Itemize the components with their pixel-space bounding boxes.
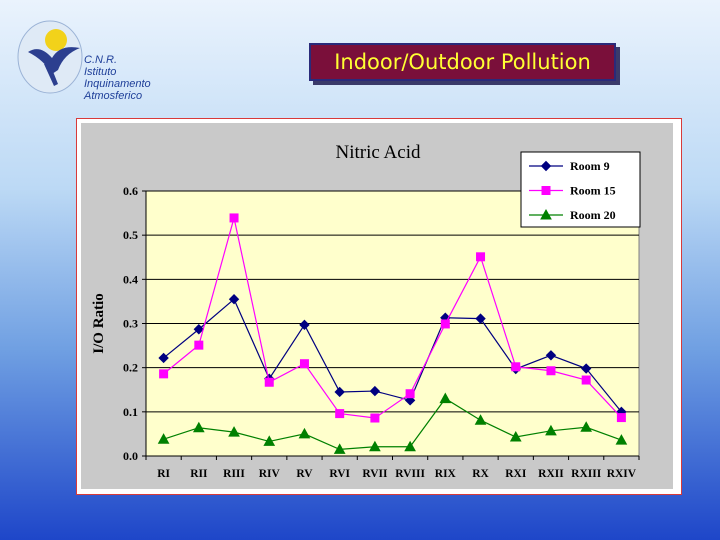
- series-room-20: [157, 392, 628, 454]
- data-point-room-20: [333, 443, 346, 454]
- x-tick-label: RVII: [362, 468, 388, 480]
- y-axis-label: I/O Ratio: [91, 293, 107, 353]
- data-point-room-15: [335, 409, 345, 419]
- y-tick-label: 0.2: [123, 361, 138, 375]
- x-tick-label: RIV: [259, 468, 281, 480]
- x-tick-label: RXII: [538, 468, 564, 480]
- legend-label-room-15: Room 15: [570, 184, 616, 198]
- legend-marker-room-20: [540, 208, 552, 220]
- data-point-room-15: [370, 413, 380, 423]
- data-point-room-20: [369, 440, 381, 452]
- data-point-room-20: [404, 440, 416, 452]
- chart-title: Nitric Acid: [336, 142, 421, 163]
- x-tick-label: RII: [190, 468, 208, 480]
- x-tick-label: RVI: [329, 468, 350, 480]
- data-point-room-9: [475, 313, 486, 324]
- series-line-room-15: [163, 217, 622, 419]
- legend: Room 9 Room 15 Room 20: [520, 151, 641, 228]
- x-tick-label: RV: [296, 468, 313, 480]
- x-tick-label: RXIII: [571, 468, 602, 480]
- slide-title: Indoor/Outdoor Pollution: [309, 43, 616, 81]
- data-point-room-20: [298, 427, 311, 439]
- y-tick-label: 0.3: [123, 317, 138, 331]
- data-point-room-15: [405, 389, 415, 399]
- data-point-room-15: [194, 340, 204, 350]
- data-point-room-20: [474, 414, 487, 425]
- logo-text: C.N.R. Istituto Inquinamento Atmosferico: [84, 54, 151, 102]
- data-point-room-15: [299, 359, 309, 369]
- data-point-room-15: [546, 366, 556, 376]
- data-point-room-20: [545, 424, 557, 436]
- data-point-room-9: [369, 385, 381, 397]
- data-point-room-15: [264, 377, 274, 387]
- data-point-room-20: [615, 434, 628, 445]
- logo-line: Atmosferico: [84, 90, 143, 102]
- x-tick-label: RI: [157, 468, 170, 480]
- logo-line: Istituto: [84, 66, 117, 78]
- y-axis-ticks: 0.0 0.1 0.2 0.3 0.4 0.5 0.6: [123, 184, 146, 463]
- legend-marker-room-9: [540, 160, 552, 172]
- cnr-logo: C.N.R. Istituto Inquinamento Atmosferico: [14, 14, 184, 104]
- data-point-room-20: [509, 430, 522, 442]
- nitric-acid-chart: Nitric Acid 0.00.10.20.30.40.50.6 RI RII R…: [81, 123, 673, 489]
- chart-area: Nitric Acid 0.0 0.1 0.2 0.3 0.4 0.5 0.6 RI RII R…: [81, 123, 673, 489]
- series-room-15: [159, 213, 626, 423]
- data-point-room-9: [334, 386, 345, 398]
- x-tick-label: RXIV: [607, 468, 637, 480]
- series-line-room-20: [163, 397, 622, 450]
- data-point-room-15: [440, 319, 450, 329]
- data-point-room-20: [157, 433, 170, 444]
- y-tick-label: 0.0: [123, 449, 138, 463]
- chart-frame: Nitric Acid 0.0 0.1 0.2 0.3 0.4 0.5 0.6 RI RII R…: [76, 118, 682, 495]
- x-axis-ticks: RI RII RIII RIV RV RVI RVII RVIII RIX RX RXI RXII RX…: [145, 456, 640, 480]
- data-point-room-15: [581, 375, 591, 385]
- legend-label-room-9: Room 9: [570, 159, 610, 173]
- data-point-room-9: [580, 363, 592, 374]
- y-tick-label: 0.4: [123, 272, 138, 286]
- data-point-room-20: [263, 435, 276, 446]
- x-tick-label: RIII: [223, 468, 245, 480]
- logo-line: Inquinamento: [84, 78, 151, 90]
- data-point-room-15: [616, 413, 626, 423]
- data-point-room-20: [439, 392, 452, 404]
- data-point-room-15: [511, 362, 521, 372]
- x-tick-label: RVIII: [395, 468, 425, 480]
- data-point-room-20: [580, 421, 593, 432]
- data-point-room-15: [476, 252, 486, 262]
- series-group: [157, 213, 628, 454]
- data-point-room-9: [158, 352, 169, 364]
- data-point-room-9: [545, 350, 557, 361]
- data-point-room-20: [228, 426, 240, 437]
- y-tick-label: 0.6: [123, 184, 138, 198]
- x-tick-label: RXI: [505, 468, 527, 480]
- data-point-room-15: [229, 213, 239, 223]
- legend-marker-room-15: [541, 186, 551, 195]
- y-tick-label: 0.5: [123, 228, 138, 242]
- data-point-room-15: [159, 369, 169, 379]
- x-tick-label: RIX: [435, 468, 457, 480]
- data-point-room-9: [193, 324, 205, 335]
- data-point-room-9: [228, 294, 240, 305]
- logo-emblem-icon: [17, 20, 83, 94]
- logo-line: C.N.R.: [84, 54, 117, 66]
- series-line-room-9: [163, 298, 622, 413]
- legend-label-room-20: Room 20: [570, 208, 616, 222]
- data-point-room-9: [299, 319, 310, 331]
- series-room-9: [158, 294, 627, 418]
- x-tick-label: RX: [472, 468, 489, 480]
- y-tick-label: 0.1: [123, 405, 138, 419]
- data-point-room-20: [192, 421, 205, 433]
